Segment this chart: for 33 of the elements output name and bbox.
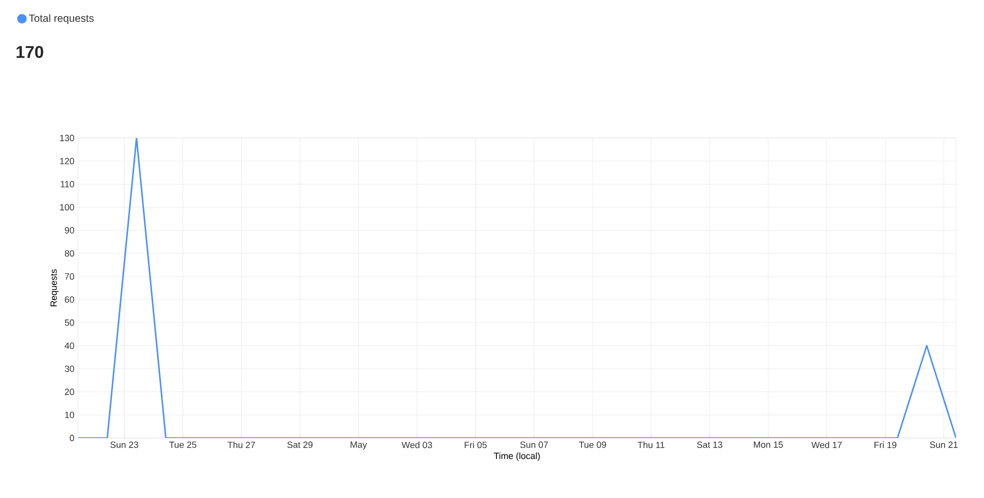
y-tick-label: 50	[64, 319, 74, 326]
y-tick-label: 70	[64, 273, 74, 280]
x-tick-label: Sat 29	[287, 442, 313, 448]
x-tick-label: Thu 11	[638, 442, 664, 448]
x-tick-label: Wed 03	[402, 442, 432, 448]
x-tick-label: Tue 09	[578, 442, 606, 448]
x-tick-label: Fri 05	[464, 442, 487, 448]
x-axis-title: Time (local)	[494, 452, 540, 461]
legend-label: Total requests	[28, 14, 94, 24]
y-tick-label: 0	[70, 434, 74, 442]
chart-title: 170	[16, 46, 44, 58]
y-tick-label: 100	[60, 204, 74, 210]
x-tick-label: May	[350, 442, 367, 450]
y-tick-label: 30	[64, 366, 74, 372]
y-tick-label: 10	[65, 412, 74, 418]
y-tick-label: 60	[64, 296, 74, 303]
x-tick-label: Tue 25	[169, 442, 196, 448]
x-tick-label: Wed 17	[811, 442, 842, 448]
x-tick-label: Mon 15	[754, 442, 783, 448]
y-tick-label: 20	[64, 388, 74, 396]
x-tick-label: Sun 07	[520, 442, 548, 448]
y-axis-title: Requests	[50, 269, 59, 306]
x-tick-label: Fri 19	[874, 442, 896, 448]
x-tick-label: Sun 21	[930, 442, 958, 448]
y-tick-label: 40	[64, 342, 74, 349]
y-tick-label: 80	[64, 250, 74, 257]
x-tick-label: Sat 13	[697, 442, 722, 448]
y-tick-label: 120	[60, 158, 74, 164]
y-tick-label: 110	[60, 180, 74, 188]
x-tick-label: Sun 23	[110, 442, 138, 448]
y-tick-label: 90	[64, 227, 74, 234]
x-tick-label: Thu 27	[228, 442, 255, 448]
y-tick-label: 130	[60, 134, 74, 142]
